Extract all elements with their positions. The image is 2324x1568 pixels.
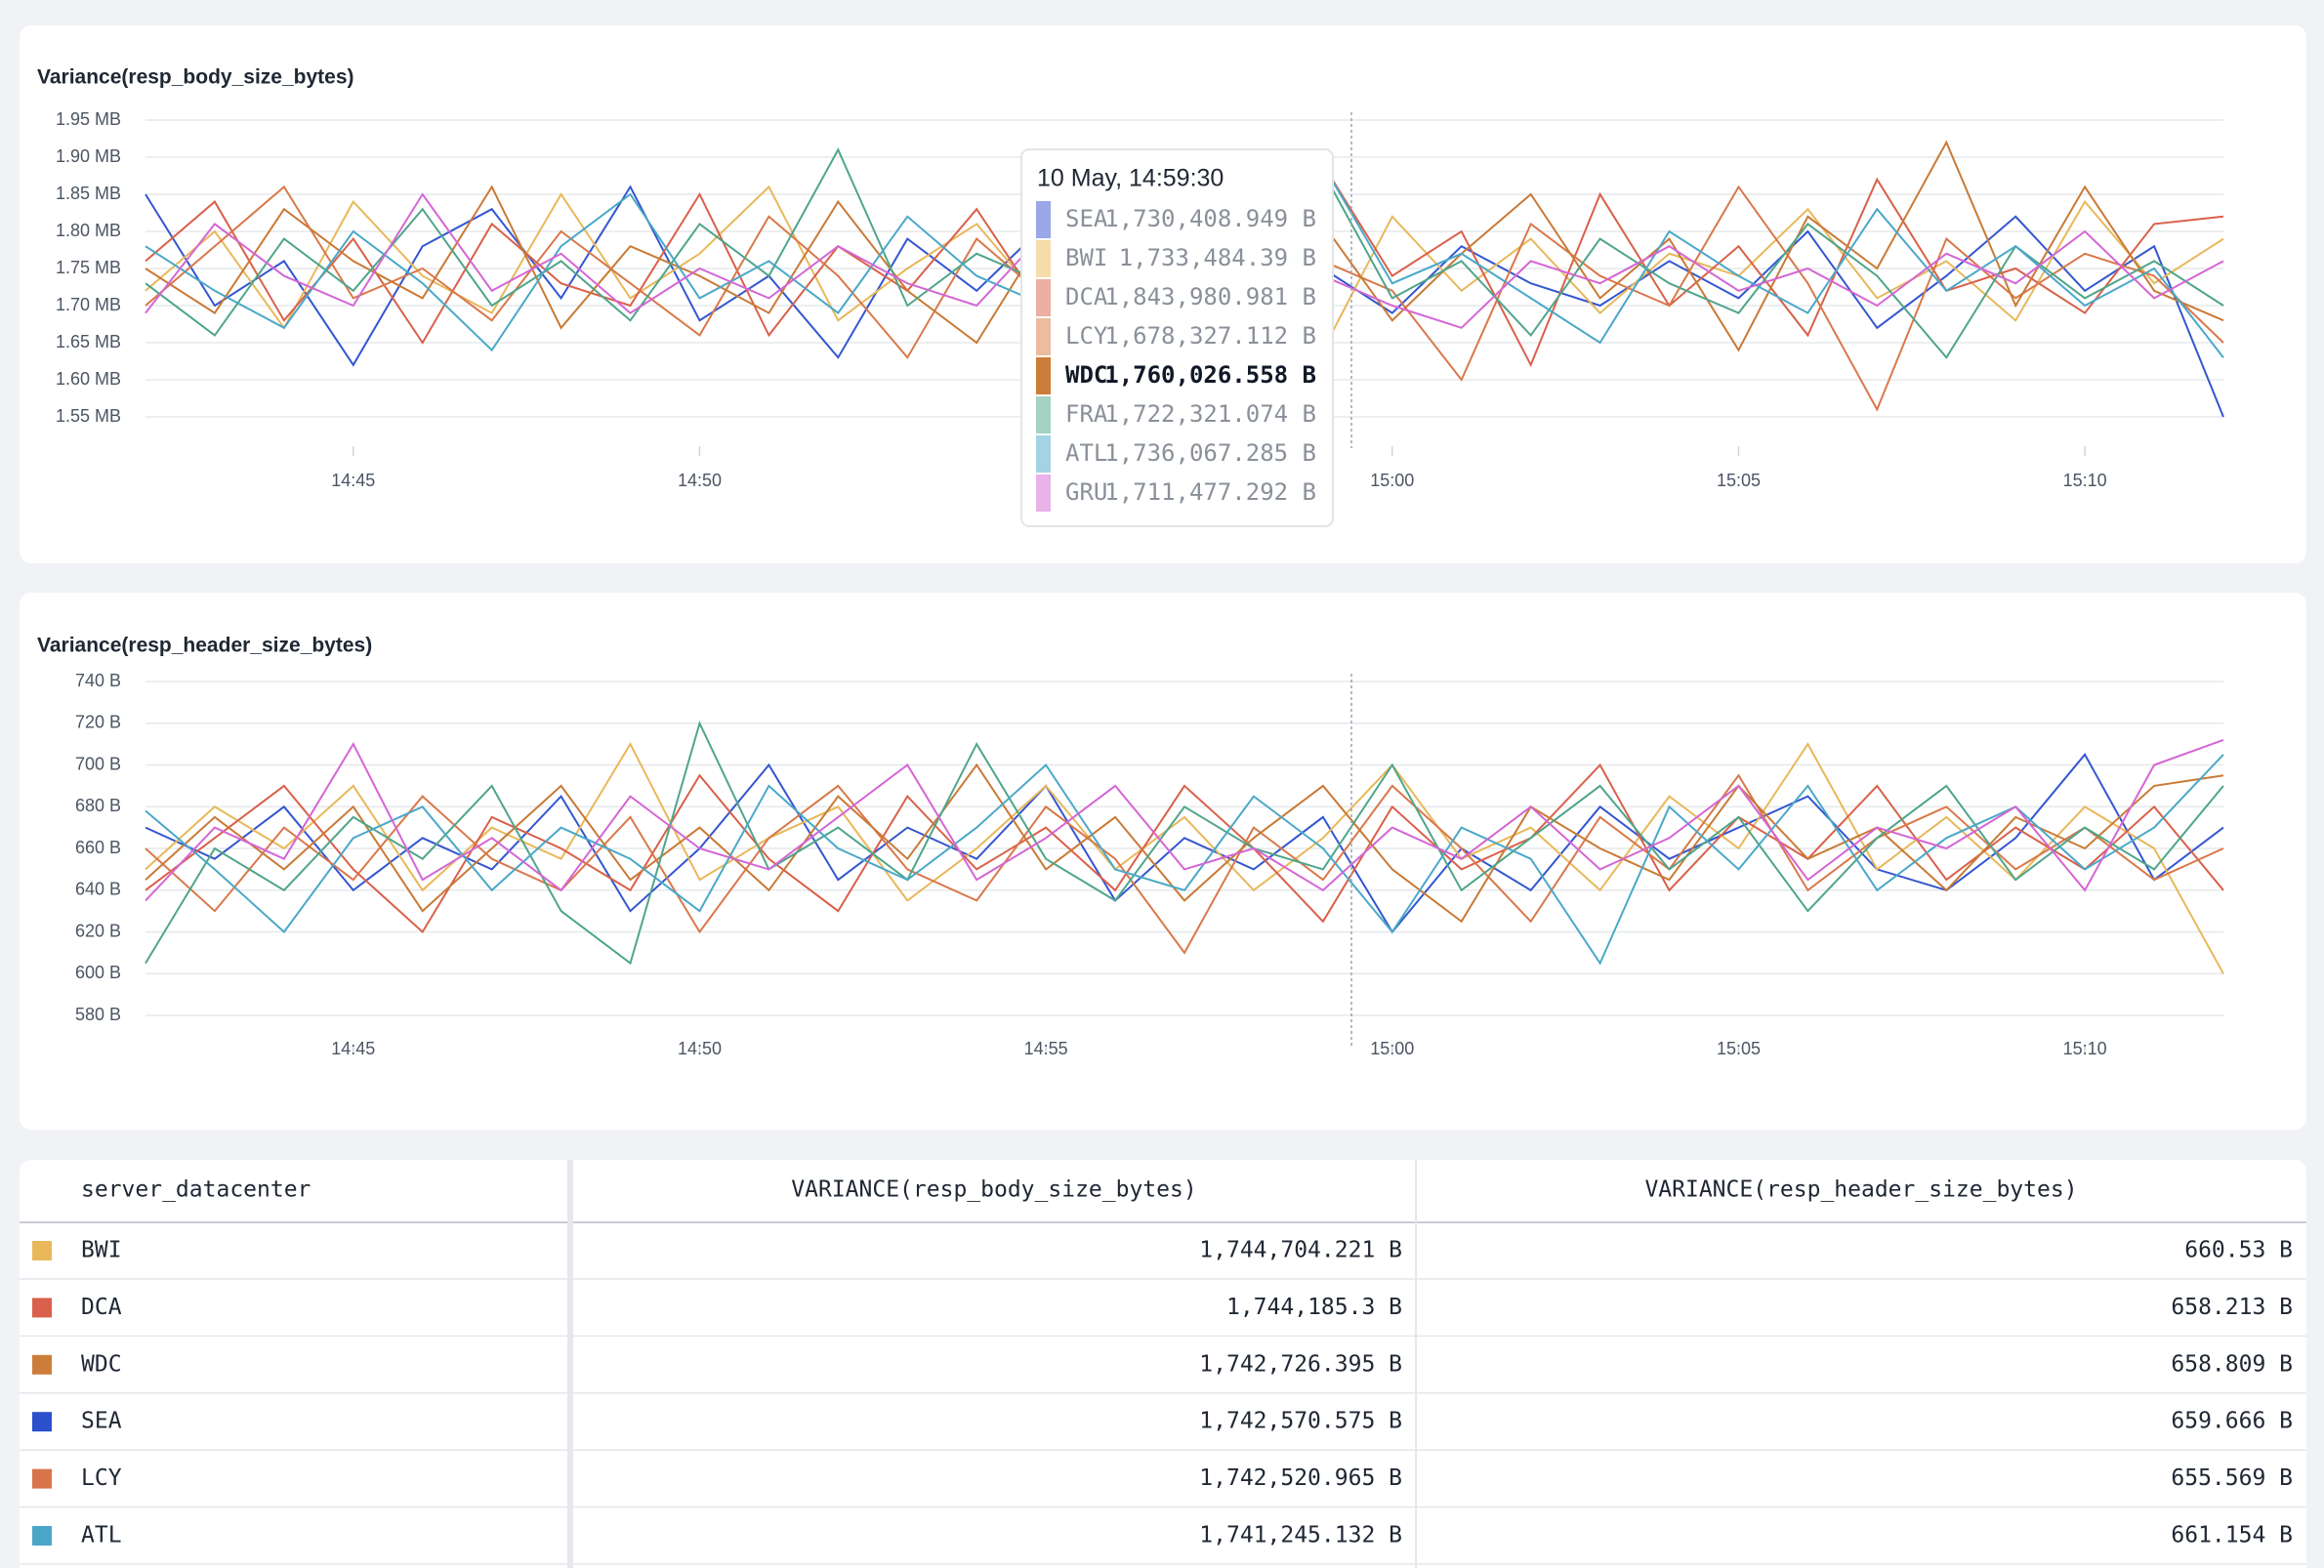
cell: 1,741,245.132 B bbox=[1199, 1523, 1402, 1548]
x-tick-label: 14:50 bbox=[678, 1039, 722, 1058]
tooltip-swatch bbox=[1036, 201, 1051, 238]
column-header: VARIANCE(resp_body_size_bytes) bbox=[791, 1177, 1196, 1203]
cell: BWI bbox=[81, 1238, 122, 1263]
cell: ATL bbox=[81, 1523, 122, 1548]
row-swatch bbox=[32, 1468, 52, 1489]
series-line bbox=[145, 754, 2224, 966]
tooltip-value: 1,678,327.112 B bbox=[1104, 322, 1316, 350]
tooltip-value: 1,722,321.074 B bbox=[1104, 400, 1316, 428]
tooltip-value: 1,736,067.285 B bbox=[1104, 439, 1316, 467]
series-line bbox=[145, 720, 2224, 966]
row-swatch bbox=[32, 1241, 52, 1260]
cell: 658.809 B bbox=[2171, 1351, 2293, 1377]
cell: WDC bbox=[81, 1351, 122, 1377]
row-swatch bbox=[32, 1412, 52, 1432]
tooltip-value: 1,760,026.558 B bbox=[1104, 361, 1316, 389]
tooltip-value: 1,733,484.39 B bbox=[1119, 244, 1316, 271]
cell: DCA bbox=[81, 1295, 122, 1320]
tooltip-swatch bbox=[1036, 396, 1051, 433]
x-tick-label: 14:50 bbox=[678, 471, 722, 490]
tooltip-value: 1,711,477.292 B bbox=[1104, 478, 1316, 506]
tooltip-name: GRU bbox=[1065, 478, 1107, 506]
chart-title: Variance(resp_header_size_bytes) bbox=[37, 635, 372, 657]
y-tick-label: 680 B bbox=[75, 796, 121, 815]
tooltip-swatch bbox=[1036, 475, 1051, 512]
tooltip-name: DCA bbox=[1065, 283, 1108, 310]
y-tick-label: 1.65 MB bbox=[56, 332, 121, 351]
x-tick-label: 14:55 bbox=[1024, 1039, 1068, 1058]
column-divider bbox=[567, 1160, 573, 1568]
tooltip-swatch bbox=[1036, 279, 1051, 316]
row-swatch bbox=[32, 1354, 52, 1375]
cell: 1,742,520.965 B bbox=[1199, 1465, 1402, 1491]
y-tick-label: 660 B bbox=[75, 838, 121, 857]
tooltip-name: BWI bbox=[1065, 244, 1107, 271]
table-panel bbox=[20, 1160, 2306, 1568]
cell: 659.666 B bbox=[2171, 1409, 2293, 1434]
series-line bbox=[145, 738, 2224, 902]
tooltip-swatch bbox=[1036, 357, 1051, 394]
x-tick-label: 14:45 bbox=[331, 1039, 375, 1058]
y-tick-label: 1.80 MB bbox=[56, 221, 121, 240]
tooltip-name: SEA bbox=[1065, 205, 1108, 232]
column-header: server_datacenter bbox=[81, 1177, 311, 1203]
cell: 1,742,570.575 B bbox=[1199, 1409, 1402, 1434]
tooltip-name: WDC bbox=[1065, 361, 1107, 389]
cell: 1,742,726.395 B bbox=[1199, 1351, 1402, 1377]
tooltip-box bbox=[1020, 148, 1334, 527]
chart-title: Variance(resp_body_size_bytes) bbox=[37, 66, 354, 89]
row-swatch bbox=[32, 1298, 52, 1318]
tooltip-name: FRA bbox=[1065, 400, 1108, 428]
x-tick-label: 15:10 bbox=[2063, 471, 2107, 490]
y-tick-label: 1.55 MB bbox=[56, 406, 121, 426]
x-tick-label: 14:45 bbox=[331, 471, 375, 490]
y-tick-label: 600 B bbox=[75, 963, 121, 982]
tooltip-name: LCY bbox=[1065, 322, 1108, 350]
tooltip-swatch bbox=[1036, 318, 1051, 355]
cell: 1,744,185.3 B bbox=[1226, 1295, 1402, 1320]
cell: 1,744,704.221 B bbox=[1199, 1238, 1402, 1263]
cell: SEA bbox=[81, 1409, 122, 1434]
series-line bbox=[145, 763, 2224, 934]
cell: 658.213 B bbox=[2171, 1295, 2293, 1320]
cell: 655.569 B bbox=[2171, 1465, 2293, 1491]
y-tick-label: 1.60 MB bbox=[56, 369, 121, 389]
tooltip-title: 10 May, 14:59:30 bbox=[1037, 165, 1224, 192]
tooltip-swatch bbox=[1036, 435, 1051, 473]
series-line bbox=[145, 742, 2224, 974]
x-tick-label: 15:05 bbox=[1717, 1039, 1761, 1058]
tooltip-value: 1,843,980.981 B bbox=[1104, 283, 1316, 310]
y-tick-label: 620 B bbox=[75, 921, 121, 940]
cell: LCY bbox=[81, 1465, 122, 1491]
tooltip-name: ATL bbox=[1065, 439, 1107, 467]
y-tick-label: 640 B bbox=[75, 880, 121, 899]
y-tick-label: 1.75 MB bbox=[56, 258, 121, 277]
x-tick-label: 15:00 bbox=[1370, 1039, 1414, 1058]
cell: 660.53 B bbox=[2184, 1238, 2293, 1263]
y-tick-label: 580 B bbox=[75, 1005, 121, 1024]
row-swatch bbox=[32, 1526, 52, 1546]
x-tick-label: 15:10 bbox=[2063, 1039, 2107, 1058]
table: server_datacenter VARIANCE(resp_body_size… bbox=[20, 1160, 2306, 1568]
y-tick-label: 1.70 MB bbox=[56, 295, 121, 314]
column-header: VARIANCE(resp_header_size_bytes) bbox=[1644, 1177, 2077, 1203]
cell: 661.154 B bbox=[2171, 1523, 2293, 1548]
panel bbox=[20, 593, 2306, 1130]
x-tick-label: 15:05 bbox=[1717, 471, 1761, 490]
tooltip-swatch bbox=[1036, 240, 1051, 277]
tooltip-value: 1,730,408.949 B bbox=[1104, 205, 1316, 232]
y-tick-label: 1.95 MB bbox=[56, 109, 121, 129]
y-tick-label: 720 B bbox=[75, 713, 121, 732]
y-tick-label: 700 B bbox=[75, 754, 121, 773]
y-tick-label: 1.90 MB bbox=[56, 146, 121, 166]
y-tick-label: 1.85 MB bbox=[56, 184, 121, 203]
x-tick-label: 15:00 bbox=[1370, 471, 1414, 490]
y-tick-label: 740 B bbox=[75, 671, 121, 690]
